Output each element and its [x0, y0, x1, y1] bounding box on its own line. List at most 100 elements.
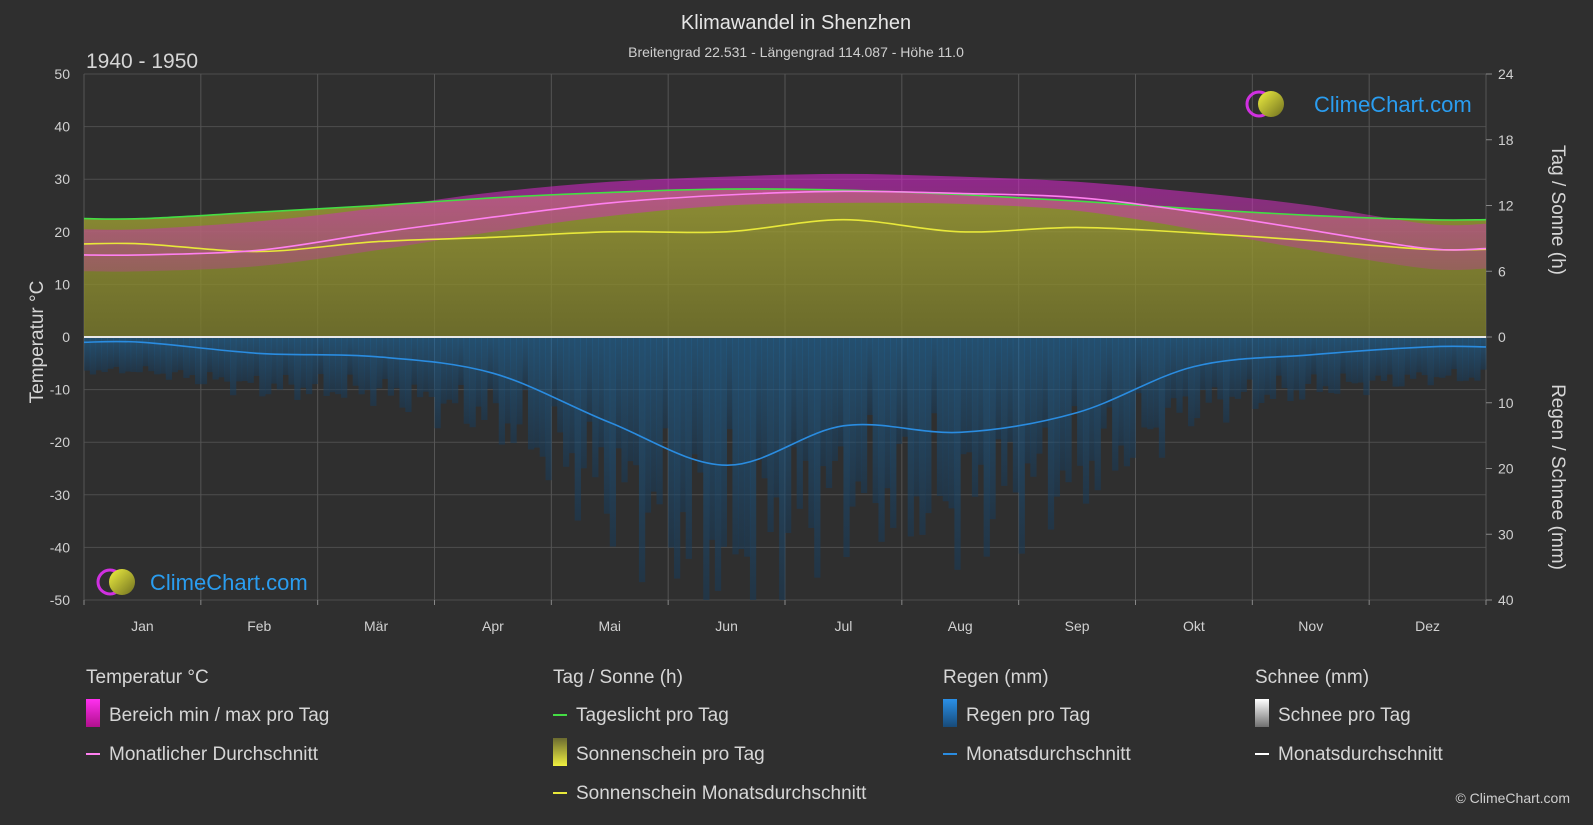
- rain-day-bar: [416, 337, 424, 398]
- rain-day-bar: [475, 337, 482, 407]
- brand-logo-bottom[interactable]: ClimeChart.com: [96, 568, 308, 596]
- rain-day-bar: [1363, 337, 1370, 396]
- range-swatch-icon: [86, 699, 100, 727]
- rain-day-bar: [1030, 337, 1037, 477]
- rain-day-bar: [1310, 337, 1317, 375]
- rain-day-bar: [1415, 337, 1423, 373]
- rain-day-bar: [983, 337, 990, 557]
- rain-day-bar: [977, 337, 985, 465]
- right-bottom-axis-title: Regen / Schnee (mm): [1547, 384, 1568, 570]
- rain-day-bar: [1006, 337, 1014, 443]
- x-tick-label: Sep: [1065, 618, 1090, 634]
- rain-day-bar: [960, 337, 967, 455]
- rain-day-bar: [1450, 337, 1458, 370]
- rain-day-bar: [1077, 337, 1084, 466]
- rain-day-bar: [323, 337, 330, 396]
- rain-day-bar: [703, 337, 710, 600]
- rain-day-bar: [796, 337, 803, 509]
- rain-day-bar: [224, 337, 231, 382]
- rain-day-bar: [1001, 337, 1008, 486]
- right-bottom-tick-label: 10: [1498, 395, 1514, 411]
- chart-subtitle: Breitengrad 22.531 - Längengrad 114.087 …: [628, 44, 964, 60]
- rain-day-bar: [1012, 337, 1020, 493]
- rain-day-bar: [825, 337, 833, 488]
- rain-day-bar: [200, 337, 208, 385]
- rain-day-bar: [124, 337, 132, 372]
- rain-day-bar: [1135, 337, 1142, 394]
- rain-day-bar: [709, 337, 716, 540]
- rain-day-bar: [428, 337, 435, 397]
- rain-day-bar: [1164, 337, 1171, 408]
- rain-day-bar: [1369, 337, 1376, 381]
- rain-day-bar: [1339, 337, 1347, 374]
- rain-day-bar: [463, 337, 470, 424]
- rain-day-bar: [831, 337, 838, 461]
- rain-day-bar: [422, 337, 430, 392]
- x-tick-label: Okt: [1183, 618, 1205, 634]
- rain-day-bar: [860, 337, 868, 494]
- rain-day-bar: [971, 337, 979, 497]
- rain-day-bar: [1468, 337, 1475, 378]
- rain-day-bar: [218, 337, 225, 378]
- brand-logo-top[interactable]: ClimeChart.com: [1245, 90, 1472, 118]
- right-top-axis-title: Tag / Sonne (h): [1547, 145, 1568, 275]
- legend: Temperatur °C Bereich min / max pro Tag Mo…: [86, 667, 1443, 804]
- rain-day-bar: [341, 337, 348, 398]
- rain-day-bar: [568, 337, 576, 454]
- rain-day-bar: [785, 337, 792, 533]
- rain-day-bar: [1439, 337, 1446, 378]
- rain-day-bar: [644, 337, 652, 513]
- rain-day-bar: [808, 337, 815, 528]
- left-tick-label: 30: [54, 171, 70, 187]
- rain-swatch-icon: [943, 699, 957, 727]
- rain-day-bar: [545, 337, 552, 481]
- rain-day-bar: [119, 337, 126, 374]
- rain-day-bar: [107, 337, 114, 369]
- rain-day-bar: [165, 337, 173, 380]
- rain-day-bar: [603, 337, 611, 514]
- rain-day-bar: [551, 337, 558, 407]
- rain-day-bar: [1217, 337, 1224, 400]
- brand-logo-text: ClimeChart.com: [1314, 92, 1472, 117]
- rain-day-bar: [1205, 337, 1212, 403]
- rain-day-bar: [1065, 337, 1072, 483]
- rain-day-bar: [95, 337, 102, 371]
- x-tick-label: Apr: [482, 618, 504, 634]
- temp-range-band: [84, 173, 1486, 272]
- rain-day-bar: [1404, 337, 1411, 375]
- right-top-tick-label: 12: [1498, 198, 1514, 214]
- legend-item-label: Monatlicher Durchschnitt: [109, 744, 319, 765]
- rain-day-bar: [586, 337, 593, 422]
- right-top-tick-label: 6: [1498, 263, 1506, 279]
- legend-group-title: Tag / Sonne (h): [553, 667, 683, 688]
- rain-day-bar: [890, 337, 897, 528]
- rain-day-bar: [305, 337, 313, 395]
- rain-day-bar: [674, 337, 681, 579]
- rain-day-bar: [685, 337, 692, 559]
- rain-day-bar: [820, 337, 827, 467]
- left-tick-label: 20: [54, 224, 70, 240]
- left-tick-label: -10: [50, 382, 70, 398]
- rain-day-bar: [247, 337, 254, 383]
- rain-day-bar: [101, 337, 108, 373]
- rain-day-bar: [1123, 337, 1131, 467]
- rain-day-bar: [294, 337, 301, 400]
- rain-day-bar: [656, 337, 663, 505]
- rain-day-bar: [1047, 337, 1055, 530]
- rain-day-bar: [253, 337, 260, 376]
- rain-day-bar: [376, 337, 383, 389]
- left-tick-label: -50: [50, 592, 70, 608]
- rain-day-bar: [1269, 337, 1277, 399]
- left-tick-label: -30: [50, 487, 70, 503]
- legend-group-title: Temperatur °C: [86, 667, 209, 688]
- rain-day-bar: [720, 337, 727, 547]
- left-tick-label: -40: [50, 539, 70, 555]
- rain-day-bar: [288, 337, 295, 385]
- rain-day-bar: [1240, 337, 1247, 392]
- rain-avg-line: [83, 340, 1487, 467]
- x-tick-label: Mai: [598, 618, 621, 634]
- rain-day-bar: [837, 337, 844, 447]
- temp-avg-line: [83, 190, 1487, 257]
- right-bottom-tick-label: 30: [1498, 526, 1514, 542]
- rain-day-bar: [1158, 337, 1166, 458]
